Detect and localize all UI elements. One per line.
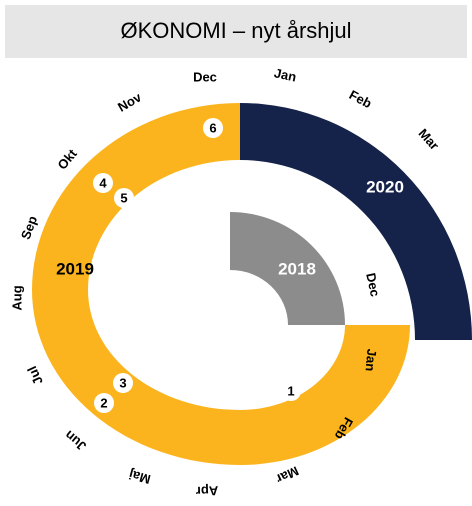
month-label: Jul — [24, 364, 46, 387]
month-label: Aug — [9, 285, 24, 310]
year-label: 2018 — [278, 259, 316, 278]
ring-2020 — [240, 103, 472, 340]
month-label: Dec — [193, 69, 217, 84]
marker-circle — [93, 173, 113, 193]
marker-label: 5 — [120, 190, 127, 205]
marker-circle — [114, 188, 134, 208]
year-label: 2020 — [366, 177, 404, 196]
month-label: Dec — [363, 272, 383, 298]
title-bar — [5, 5, 467, 58]
marker-label: 4 — [99, 175, 107, 190]
ring-2018 — [230, 212, 345, 325]
marker-circle — [203, 118, 223, 138]
month-label: Feb — [347, 87, 375, 111]
month-label: Apr — [196, 483, 219, 499]
marker-label: 6 — [209, 120, 216, 135]
month-label: Mar — [274, 463, 301, 486]
month-label: Nov — [115, 89, 144, 115]
month-label: Jan — [363, 348, 380, 372]
month-label: Maj — [127, 467, 152, 487]
marker-label: 3 — [119, 375, 126, 390]
marker-circle — [94, 393, 114, 413]
marker-label: 1 — [287, 383, 294, 398]
title: ØKONOMI – nyt årshjul — [120, 18, 351, 43]
year-label: 2019 — [56, 259, 94, 278]
marker-label: 2 — [100, 395, 107, 410]
month-label: Jun — [62, 428, 89, 454]
month-label: Sep — [18, 214, 40, 242]
month-label: Okt — [54, 146, 80, 173]
month-label: Jan — [273, 65, 298, 84]
month-label: Mar — [415, 126, 442, 153]
marker-circle — [113, 373, 133, 393]
marker-circle — [281, 381, 301, 401]
